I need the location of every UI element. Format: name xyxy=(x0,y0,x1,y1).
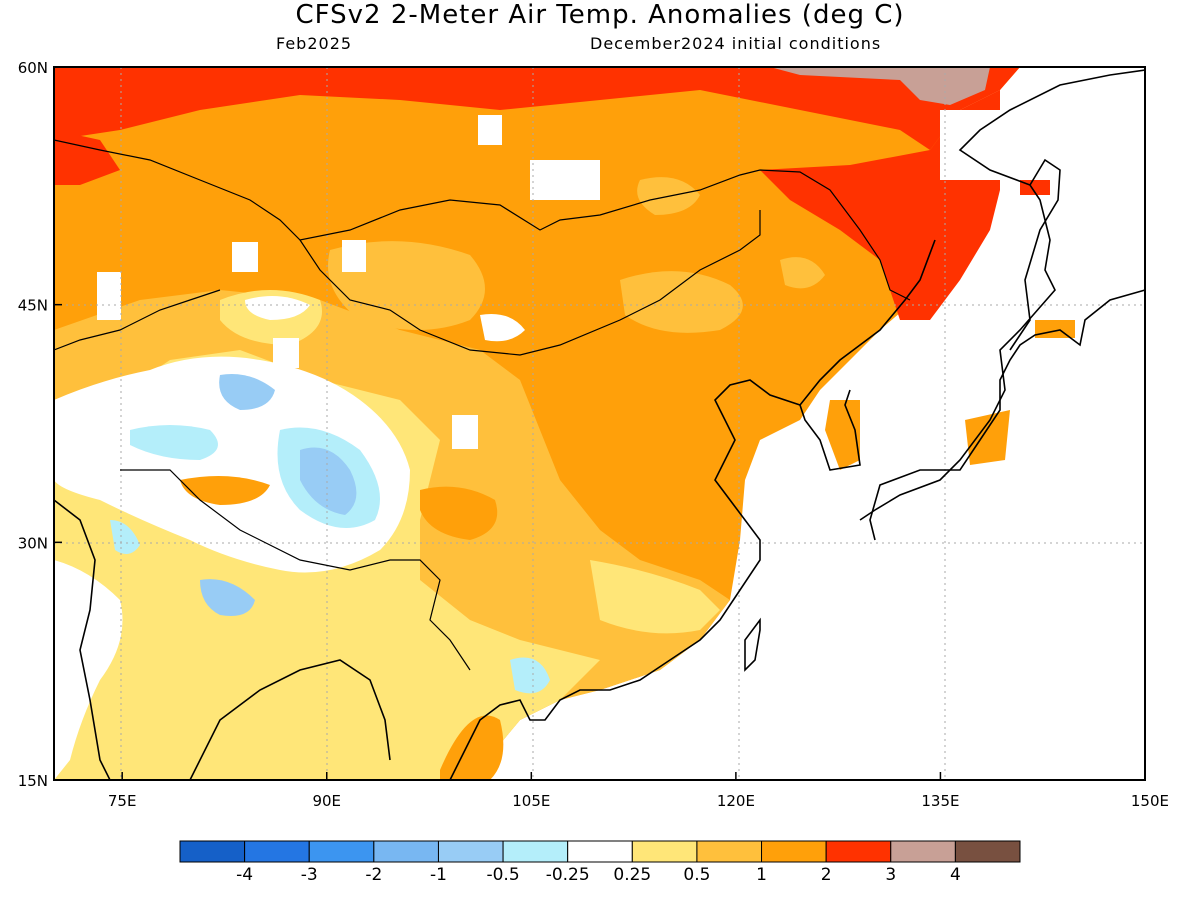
colorbar-swatch xyxy=(825,840,892,863)
colorbar-swatch xyxy=(179,840,246,863)
colorbar-swatch xyxy=(502,840,569,863)
colorbar-label: -2 xyxy=(365,865,382,885)
lon-tick-label: 105E xyxy=(512,792,550,810)
colorbar-swatch xyxy=(437,840,504,863)
latitude-axis: 15N 30N 45N 60N xyxy=(18,59,62,790)
lat-tick-label: 15N xyxy=(18,772,48,790)
colorbar-swatch xyxy=(567,840,633,863)
colorbar-swatch xyxy=(308,840,375,863)
initial-conditions: December2024 initial conditions xyxy=(590,34,882,53)
colorbar-swatch xyxy=(761,840,827,863)
lon-tick-label: 120E xyxy=(717,792,755,810)
coastlines xyxy=(54,69,1145,780)
lon-tick-label: 150E xyxy=(1131,792,1169,810)
lat-tick-label: 60N xyxy=(18,59,48,77)
colorbar-label: 0.25 xyxy=(613,865,651,885)
map-frame xyxy=(53,66,1146,781)
forecast-month: Feb2025 xyxy=(276,34,353,53)
colorbar-label: 2 xyxy=(821,865,832,885)
colorbar-label: -1 xyxy=(430,865,447,885)
grid-lines xyxy=(54,67,1145,780)
lat-tick-label: 45N xyxy=(18,297,48,315)
colorbar-label: 4 xyxy=(950,865,961,885)
colorbar-label: -0.25 xyxy=(546,865,590,885)
colorbar-swatch xyxy=(954,840,1021,863)
lon-tick-label: 75E xyxy=(108,792,137,810)
colorbar-swatch xyxy=(696,840,763,863)
colorbar-label: 3 xyxy=(885,865,896,885)
colorbar-label: -4 xyxy=(236,865,253,885)
country-borders xyxy=(54,139,911,671)
longitude-axis: 75E 90E 105E 120E 135E 150E xyxy=(108,772,1169,810)
lon-tick-label: 135E xyxy=(921,792,959,810)
anomaly-fill xyxy=(54,67,1145,780)
colorbar-swatch xyxy=(631,840,698,863)
colorbar-swatch xyxy=(373,840,439,863)
colorbar-label: -3 xyxy=(301,865,318,885)
lon-tick-label: 90E xyxy=(312,792,341,810)
colorbar: -4 -3 -2 -1 -0.5 -0.25 0.25 0.5 1 2 3 4 xyxy=(179,840,1021,885)
colorbar-label: -0.5 xyxy=(486,865,519,885)
colorbar-swatch xyxy=(890,840,956,863)
map-title: CFSv2 2-Meter Air Temp. Anomalies (deg C… xyxy=(295,0,905,30)
colorbar-swatch xyxy=(244,840,310,863)
colorbar-label: 0.5 xyxy=(683,865,710,885)
colorbar-label: 1 xyxy=(756,865,767,885)
lat-tick-label: 30N xyxy=(18,534,48,552)
